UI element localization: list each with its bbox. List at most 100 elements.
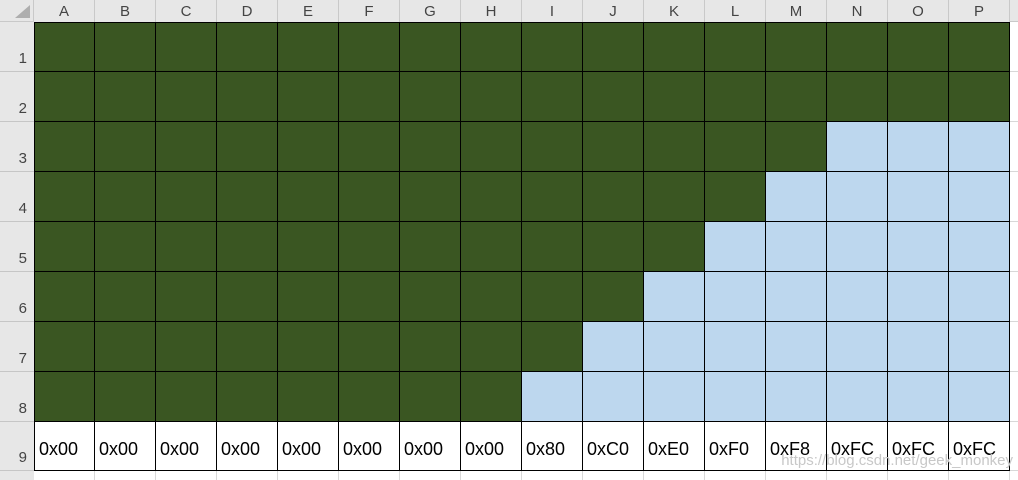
- cell-O1[interactable]: [888, 22, 949, 72]
- cell-J5[interactable]: [583, 222, 644, 272]
- cell-A1[interactable]: [34, 22, 95, 72]
- row-header-2[interactable]: 2: [0, 72, 34, 122]
- cell-H8[interactable]: [461, 372, 522, 422]
- cell-M8[interactable]: [766, 372, 827, 422]
- cell-C4[interactable]: [156, 172, 217, 222]
- cell-I2[interactable]: [522, 72, 583, 122]
- cell-O3[interactable]: [888, 122, 949, 172]
- cell-P8[interactable]: [949, 372, 1010, 422]
- column-header-L[interactable]: L: [705, 0, 766, 22]
- cell-L5[interactable]: [705, 222, 766, 272]
- cell-H1[interactable]: [461, 22, 522, 72]
- column-header-D[interactable]: D: [217, 0, 278, 22]
- row-header-8[interactable]: 8: [0, 372, 34, 422]
- cell-B6[interactable]: [95, 272, 156, 322]
- cell-N4[interactable]: [827, 172, 888, 222]
- cell-K2[interactable]: [644, 72, 705, 122]
- cell-K8[interactable]: [644, 372, 705, 422]
- cell-I1[interactable]: [522, 22, 583, 72]
- cell-M5[interactable]: [766, 222, 827, 272]
- cell-J8[interactable]: [583, 372, 644, 422]
- cell-L1[interactable]: [705, 22, 766, 72]
- cell-K5[interactable]: [644, 222, 705, 272]
- hex-cell-H9[interactable]: 0x00: [461, 422, 522, 471]
- cell-K6[interactable]: [644, 272, 705, 322]
- hex-cell-I9[interactable]: 0x80: [522, 422, 583, 471]
- cell-C5[interactable]: [156, 222, 217, 272]
- cell-M1[interactable]: [766, 22, 827, 72]
- cell-I5[interactable]: [522, 222, 583, 272]
- cell-P7[interactable]: [949, 322, 1010, 372]
- cell-I3[interactable]: [522, 122, 583, 172]
- cell-C1[interactable]: [156, 22, 217, 72]
- cell-B8[interactable]: [95, 372, 156, 422]
- cell-I7[interactable]: [522, 322, 583, 372]
- cell-D4[interactable]: [217, 172, 278, 222]
- cell-H5[interactable]: [461, 222, 522, 272]
- column-header-H[interactable]: H: [461, 0, 522, 22]
- cell-A2[interactable]: [34, 72, 95, 122]
- cell-P1[interactable]: [949, 22, 1010, 72]
- cell-M7[interactable]: [766, 322, 827, 372]
- cell-C3[interactable]: [156, 122, 217, 172]
- row-header-1[interactable]: 1: [0, 22, 34, 72]
- column-header-A[interactable]: A: [34, 0, 95, 22]
- row-header-7[interactable]: 7: [0, 322, 34, 372]
- hex-cell-D9[interactable]: 0x00: [217, 422, 278, 471]
- cell-O4[interactable]: [888, 172, 949, 222]
- cell-B3[interactable]: [95, 122, 156, 172]
- cell-L4[interactable]: [705, 172, 766, 222]
- hex-cell-M9[interactable]: 0xF8: [766, 422, 827, 471]
- column-header-G[interactable]: G: [400, 0, 461, 22]
- cell-G7[interactable]: [400, 322, 461, 372]
- cell-G3[interactable]: [400, 122, 461, 172]
- cell-L7[interactable]: [705, 322, 766, 372]
- cell-P5[interactable]: [949, 222, 1010, 272]
- hex-cell-A9[interactable]: 0x00: [34, 422, 95, 471]
- select-all-corner[interactable]: [0, 0, 34, 22]
- column-header-P[interactable]: P: [949, 0, 1010, 22]
- cell-E7[interactable]: [278, 322, 339, 372]
- cell-E1[interactable]: [278, 22, 339, 72]
- cell-M3[interactable]: [766, 122, 827, 172]
- cell-O6[interactable]: [888, 272, 949, 322]
- cell-E5[interactable]: [278, 222, 339, 272]
- hex-cell-C9[interactable]: 0x00: [156, 422, 217, 471]
- cell-N8[interactable]: [827, 372, 888, 422]
- cell-F6[interactable]: [339, 272, 400, 322]
- hex-cell-O9[interactable]: 0xFC: [888, 422, 949, 471]
- cell-H2[interactable]: [461, 72, 522, 122]
- cell-E3[interactable]: [278, 122, 339, 172]
- cell-D2[interactable]: [217, 72, 278, 122]
- cell-F2[interactable]: [339, 72, 400, 122]
- cell-P3[interactable]: [949, 122, 1010, 172]
- cell-N1[interactable]: [827, 22, 888, 72]
- hex-cell-L9[interactable]: 0xF0: [705, 422, 766, 471]
- cell-K1[interactable]: [644, 22, 705, 72]
- cell-J4[interactable]: [583, 172, 644, 222]
- cell-D6[interactable]: [217, 272, 278, 322]
- cell-C2[interactable]: [156, 72, 217, 122]
- cell-O7[interactable]: [888, 322, 949, 372]
- cell-N2[interactable]: [827, 72, 888, 122]
- cell-J6[interactable]: [583, 272, 644, 322]
- row-header-4[interactable]: 4: [0, 172, 34, 222]
- cell-E4[interactable]: [278, 172, 339, 222]
- cell-J3[interactable]: [583, 122, 644, 172]
- cell-D5[interactable]: [217, 222, 278, 272]
- cell-D1[interactable]: [217, 22, 278, 72]
- cell-F5[interactable]: [339, 222, 400, 272]
- hex-cell-K9[interactable]: 0xE0: [644, 422, 705, 471]
- cell-I8[interactable]: [522, 372, 583, 422]
- cell-F4[interactable]: [339, 172, 400, 222]
- cell-L6[interactable]: [705, 272, 766, 322]
- cell-E2[interactable]: [278, 72, 339, 122]
- column-header-K[interactable]: K: [644, 0, 705, 22]
- column-header-M[interactable]: M: [766, 0, 827, 22]
- cell-A6[interactable]: [34, 272, 95, 322]
- cell-O5[interactable]: [888, 222, 949, 272]
- cell-C7[interactable]: [156, 322, 217, 372]
- cell-N3[interactable]: [827, 122, 888, 172]
- cell-J7[interactable]: [583, 322, 644, 372]
- row-header-9[interactable]: 9: [0, 422, 34, 471]
